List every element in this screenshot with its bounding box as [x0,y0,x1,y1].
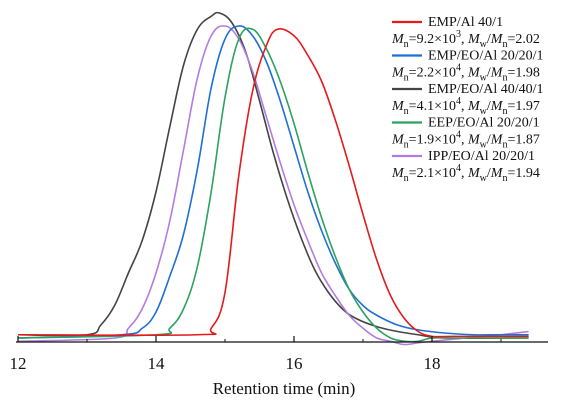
legend-label-5: IPP/EO/Al 20/20/1 [428,149,535,164]
series-line-5 [17,25,529,346]
legend-stats-5: Mn=2.1×104, Mw/Mn=1.94 [391,163,540,184]
legend-stats-1: Mn=9.2×103, Mw/Mn=2.02 [391,29,540,50]
legend-label-3: EMP/EO/Al 40/40/1 [428,82,544,97]
legend-stats-4: Mn=1.9×104, Mw/Mn=1.87 [391,130,540,151]
x-axis: 12 14 16 18 [10,336,548,373]
x-tick-label: 12 [10,354,27,373]
x-tick-label: 16 [286,354,303,373]
legend-stats-3: Mn=4.1×104, Mw/Mn=1.97 [391,96,540,117]
series-line-4 [17,27,529,343]
legend-stats-2: Mn=2.2×104, Mw/Mn=1.98 [391,63,540,84]
legend-label-2: EMP/EO/Al 20/20/1 [428,49,544,64]
series-line-2 [17,25,529,339]
plot-area [17,11,529,346]
legend-label-1: EMP/Al 40/1 [428,15,503,30]
x-tick-label: 14 [148,354,166,373]
legend: EMP/Al 40/1Mn=9.2×103, Mw/Mn=2.02EMP/EO/… [391,15,544,184]
x-tick-label: 18 [424,354,441,373]
x-axis-title: Retention time (min) [213,379,356,398]
legend-label-4: EEP/EO/Al 20/20/1 [428,116,540,131]
series-line-1 [17,28,529,338]
